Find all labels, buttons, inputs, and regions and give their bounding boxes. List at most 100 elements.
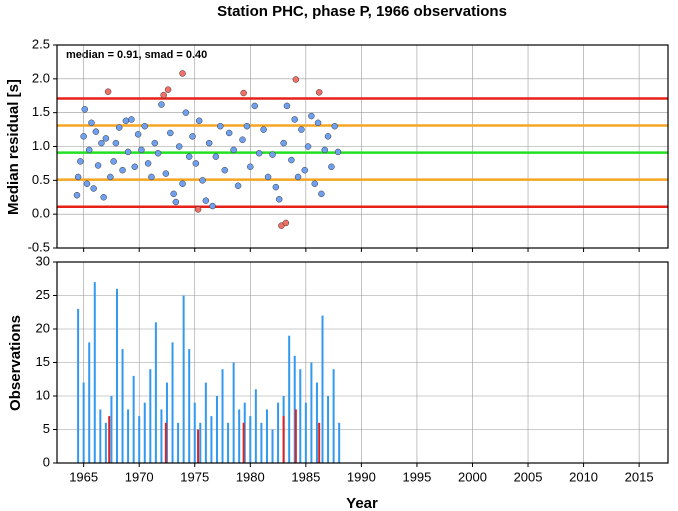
point [328, 163, 335, 171]
point [83, 180, 91, 187]
point [304, 143, 312, 150]
point [194, 206, 202, 213]
bar [227, 422, 230, 463]
bar [265, 409, 268, 463]
point [100, 194, 107, 201]
x-tick-label: 1980 [236, 469, 265, 484]
point [151, 139, 159, 147]
bar [82, 382, 85, 463]
point [189, 133, 196, 140]
bar [271, 429, 274, 463]
point [85, 146, 93, 154]
bar [304, 402, 307, 463]
bar [108, 416, 111, 463]
point [128, 116, 135, 123]
point [154, 150, 162, 157]
point [122, 117, 130, 125]
point [192, 160, 200, 167]
bar [332, 369, 335, 463]
bar [149, 369, 152, 463]
point [119, 166, 126, 174]
bar [254, 389, 257, 463]
bar [210, 416, 213, 463]
point [324, 133, 332, 140]
bar [143, 402, 146, 463]
point [124, 148, 132, 156]
point [98, 139, 105, 147]
x-tick-label: 1995 [402, 469, 431, 484]
point [260, 126, 267, 133]
y-tick-label: 30 [36, 253, 50, 268]
point [170, 190, 177, 198]
y-tick-label: 1.5 [32, 104, 50, 119]
x-tick-label: 2000 [458, 469, 487, 484]
point [247, 163, 254, 171]
point [164, 86, 172, 93]
bar [315, 382, 318, 463]
point [179, 180, 186, 187]
point [334, 148, 342, 156]
bar [182, 295, 185, 463]
annotation: median = 0.91, smad = 0.40 [66, 49, 207, 61]
point [282, 219, 290, 227]
y-tick-label: 20 [36, 320, 50, 335]
x-tick-label: 2015 [625, 469, 654, 484]
bar [232, 362, 235, 463]
point [283, 102, 291, 110]
y-tick-label: 15 [36, 354, 50, 369]
bar [318, 422, 321, 463]
point [221, 166, 228, 174]
bar [321, 315, 324, 463]
bar [294, 409, 297, 463]
point [158, 101, 165, 108]
point [288, 156, 295, 164]
y-tick-label: 2.5 [32, 36, 50, 51]
point [162, 170, 170, 177]
point [230, 146, 237, 154]
point [311, 180, 318, 187]
point [110, 158, 117, 165]
point [77, 158, 84, 165]
plot-frame [56, 261, 669, 464]
point [141, 122, 149, 130]
plot-frame [56, 44, 669, 249]
point [73, 191, 81, 199]
point [308, 112, 315, 120]
y-tick-label: 1.0 [32, 138, 50, 153]
point [315, 89, 323, 96]
point [294, 173, 302, 181]
y-tick-label: 10 [36, 387, 50, 402]
point [321, 146, 328, 154]
point [240, 89, 247, 97]
bar [164, 422, 167, 463]
point [209, 202, 216, 210]
bar [221, 369, 224, 463]
bar [171, 342, 174, 463]
bar [242, 422, 245, 463]
point [104, 88, 112, 95]
point [225, 129, 233, 137]
bar [249, 416, 252, 463]
x-tick-label: 1965 [69, 469, 98, 484]
bar [260, 422, 263, 463]
bar [99, 409, 102, 463]
y-tick-label: 2.0 [32, 70, 50, 85]
bar [199, 422, 202, 463]
point [217, 122, 224, 130]
bar [293, 355, 296, 463]
point [74, 173, 82, 181]
bar [121, 349, 124, 463]
bar [77, 308, 80, 463]
point [80, 133, 87, 140]
point [234, 182, 242, 189]
point [298, 126, 305, 133]
x-tick-label: 1970 [125, 469, 154, 484]
point [292, 76, 300, 83]
x-tick-label: 2005 [514, 469, 543, 484]
x-tick-label: 1975 [180, 469, 209, 484]
point [185, 153, 193, 160]
bar [127, 409, 130, 463]
point [301, 166, 308, 174]
